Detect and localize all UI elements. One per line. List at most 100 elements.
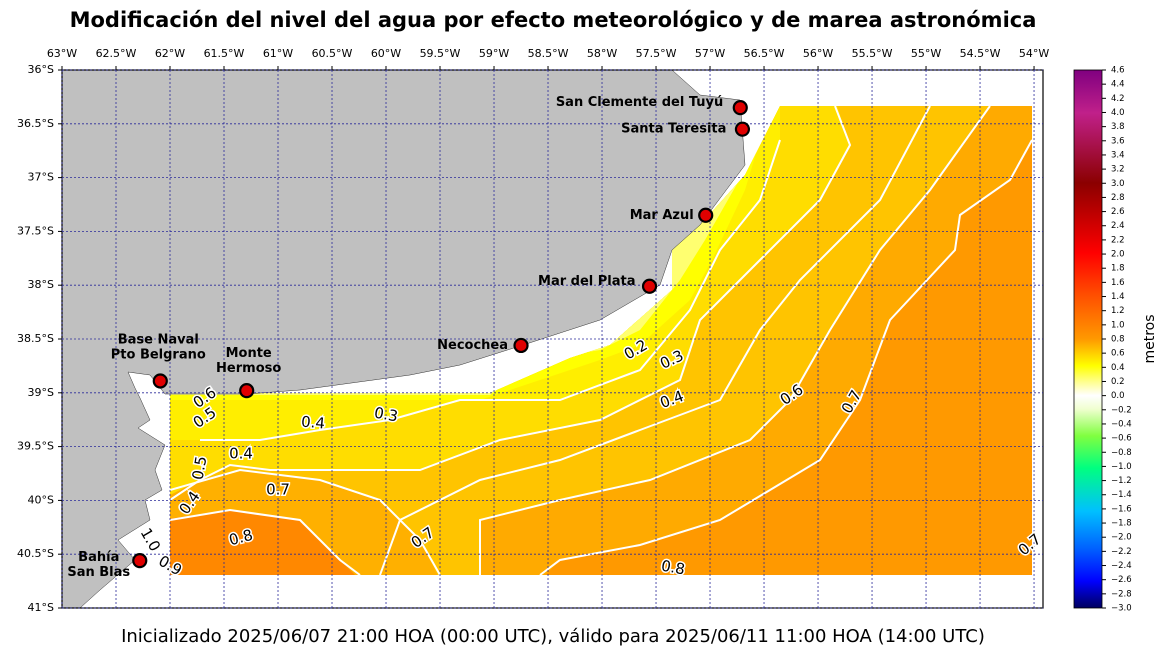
colorbar-label: metros — [1142, 314, 1158, 363]
colorbar-tick-label: −0.8 — [1111, 448, 1132, 458]
colorbar-tick-label: −1.8 — [1111, 519, 1132, 529]
y-tick-label: 36.5°S — [17, 117, 54, 130]
x-tick-label: 59.5°W — [420, 47, 461, 60]
x-tick-label: 59°W — [479, 47, 509, 60]
station-label: Pto Belgrano — [111, 347, 206, 362]
station-marker — [132, 553, 148, 569]
y-tick-label: 40°S — [28, 493, 54, 506]
map-area — [62, 70, 1043, 608]
y-tick-label: 40.5°S — [17, 547, 54, 560]
x-tick-label: 60°W — [371, 47, 401, 60]
x-tick-label: 62.5°W — [96, 47, 137, 60]
x-tick-label: 54°W — [1019, 47, 1049, 60]
x-tick-label: 63°W — [47, 47, 77, 60]
y-tick-label: 38°S — [28, 278, 54, 291]
colorbar-tick-label: −2.6 — [1111, 575, 1132, 585]
station-label: San Blas — [67, 565, 130, 580]
colorbar-tick-label: −2.0 — [1111, 533, 1132, 543]
station-label: Santa Teresita — [621, 122, 726, 137]
colorbar-tick-label: 2.8 — [1111, 193, 1125, 203]
x-tick-label: 57°W — [695, 47, 725, 60]
colorbar-tick-label: 2.2 — [1111, 235, 1125, 245]
station-marker — [734, 121, 751, 137]
contour-label: 0.5 — [189, 455, 211, 482]
title: Modificación del nivel del agua por efec… — [70, 8, 1037, 32]
contour-label: 0.4 — [229, 445, 253, 463]
station-label: Mar Azul — [630, 208, 694, 223]
colorbar-tick-label: −0.2 — [1111, 405, 1132, 415]
contour-label: 0.3 — [373, 404, 400, 426]
colorbar-tick-label: 0.8 — [1111, 335, 1125, 345]
contour-label: 0.8 — [660, 557, 687, 579]
station-label: Hermoso — [216, 361, 281, 376]
colorbar-tick-label: 1.8 — [1111, 264, 1125, 274]
x-tick-label: 62°W — [155, 47, 185, 60]
colorbar-tick-label: −2.2 — [1111, 547, 1132, 557]
footer: Inicializado 2025/06/07 21:00 HOA (00:00… — [121, 626, 985, 647]
x-tick-label: 55°W — [911, 47, 941, 60]
colorbar-tick-label: 2.0 — [1111, 250, 1125, 260]
colorbar-tick-label: 1.2 — [1111, 306, 1125, 316]
x-tick-label: 54.5°W — [960, 47, 1001, 60]
station-marker — [732, 100, 748, 116]
contour-label: 0.7 — [266, 481, 290, 499]
colorbar-tick-label: 2.6 — [1111, 207, 1125, 217]
colorbar-tick-label: −1.4 — [1111, 490, 1132, 500]
colorbar-tick-label: 4.0 — [1111, 108, 1125, 118]
colorbar-tick-label: 4.2 — [1111, 94, 1125, 104]
colorbar-tick-label: −1.2 — [1111, 476, 1132, 486]
x-tick-label: 56.5°W — [744, 47, 785, 60]
x-tick-label: 58.5°W — [528, 47, 569, 60]
y-tick-label: 41°S — [28, 601, 54, 614]
x-tick-label: 57.5°W — [636, 47, 677, 60]
station-label: Base Naval — [118, 332, 199, 347]
station-label: Mar del Plata — [538, 274, 636, 289]
colorbar-tick-label: 3.6 — [1111, 136, 1125, 146]
x-tick-label: 61°W — [263, 47, 293, 60]
x-tick-label: 55.5°W — [852, 47, 893, 60]
colorbar-tick-label: 1.6 — [1111, 278, 1125, 288]
y-tick-label: 39°S — [28, 386, 54, 399]
colorbar-tick-label: −1.6 — [1111, 504, 1132, 514]
station-label: San Clemente del Tuyú — [556, 95, 723, 110]
station-label: Bahía — [78, 550, 119, 565]
station-marker — [239, 383, 255, 399]
station-marker — [641, 278, 658, 294]
contour-label: 0.4 — [300, 412, 325, 432]
colorbar-tick-label: 4.6 — [1111, 66, 1125, 76]
colorbar-tick-label: 3.8 — [1111, 122, 1125, 132]
colorbar-tick-label: −1.0 — [1111, 462, 1132, 472]
colorbar-tick-label: 0.2 — [1111, 377, 1125, 387]
x-tick-label: 60.5°W — [312, 47, 353, 60]
colorbar-tick-label: 4.4 — [1111, 80, 1125, 90]
y-tick-label: 37.5°S — [17, 224, 54, 237]
colorbar-tick-label: 2.4 — [1111, 221, 1125, 231]
colorbar — [1073, 69, 1103, 609]
station-label: Monte — [226, 346, 272, 361]
station-marker — [152, 373, 168, 389]
colorbar-tick-label: 3.2 — [1111, 165, 1125, 175]
colorbar-tick-label: 0.4 — [1111, 363, 1125, 373]
station-label: Necochea — [437, 338, 508, 353]
colorbar-tick-label: −0.4 — [1111, 419, 1132, 429]
y-tick-label: 39.5°S — [17, 440, 54, 453]
colorbar-tick-label: −2.8 — [1111, 589, 1132, 599]
station-marker — [698, 207, 714, 223]
colorbar-tick-label: 0.0 — [1111, 391, 1125, 401]
colorbar-tick-label: 3.4 — [1111, 150, 1125, 160]
colorbar-tick-label: 1.0 — [1111, 320, 1125, 330]
x-tick-label: 58°W — [587, 47, 617, 60]
colorbar-tick-label: 3.0 — [1111, 179, 1125, 189]
colorbar-tick-label: 1.4 — [1111, 292, 1125, 302]
y-tick-label: 38.5°S — [17, 332, 54, 345]
y-tick-label: 36°S — [28, 63, 54, 76]
x-tick-label: 56°W — [803, 47, 833, 60]
x-tick-label: 61.5°W — [204, 47, 245, 60]
colorbar-tick-label: −2.4 — [1111, 561, 1132, 571]
colorbar-tick-label: −3.0 — [1111, 604, 1132, 614]
station-marker — [513, 337, 529, 354]
y-tick-label: 37°S — [28, 171, 54, 184]
colorbar-tick-label: −0.6 — [1111, 434, 1132, 444]
colorbar-tick-label: 0.6 — [1111, 349, 1125, 359]
